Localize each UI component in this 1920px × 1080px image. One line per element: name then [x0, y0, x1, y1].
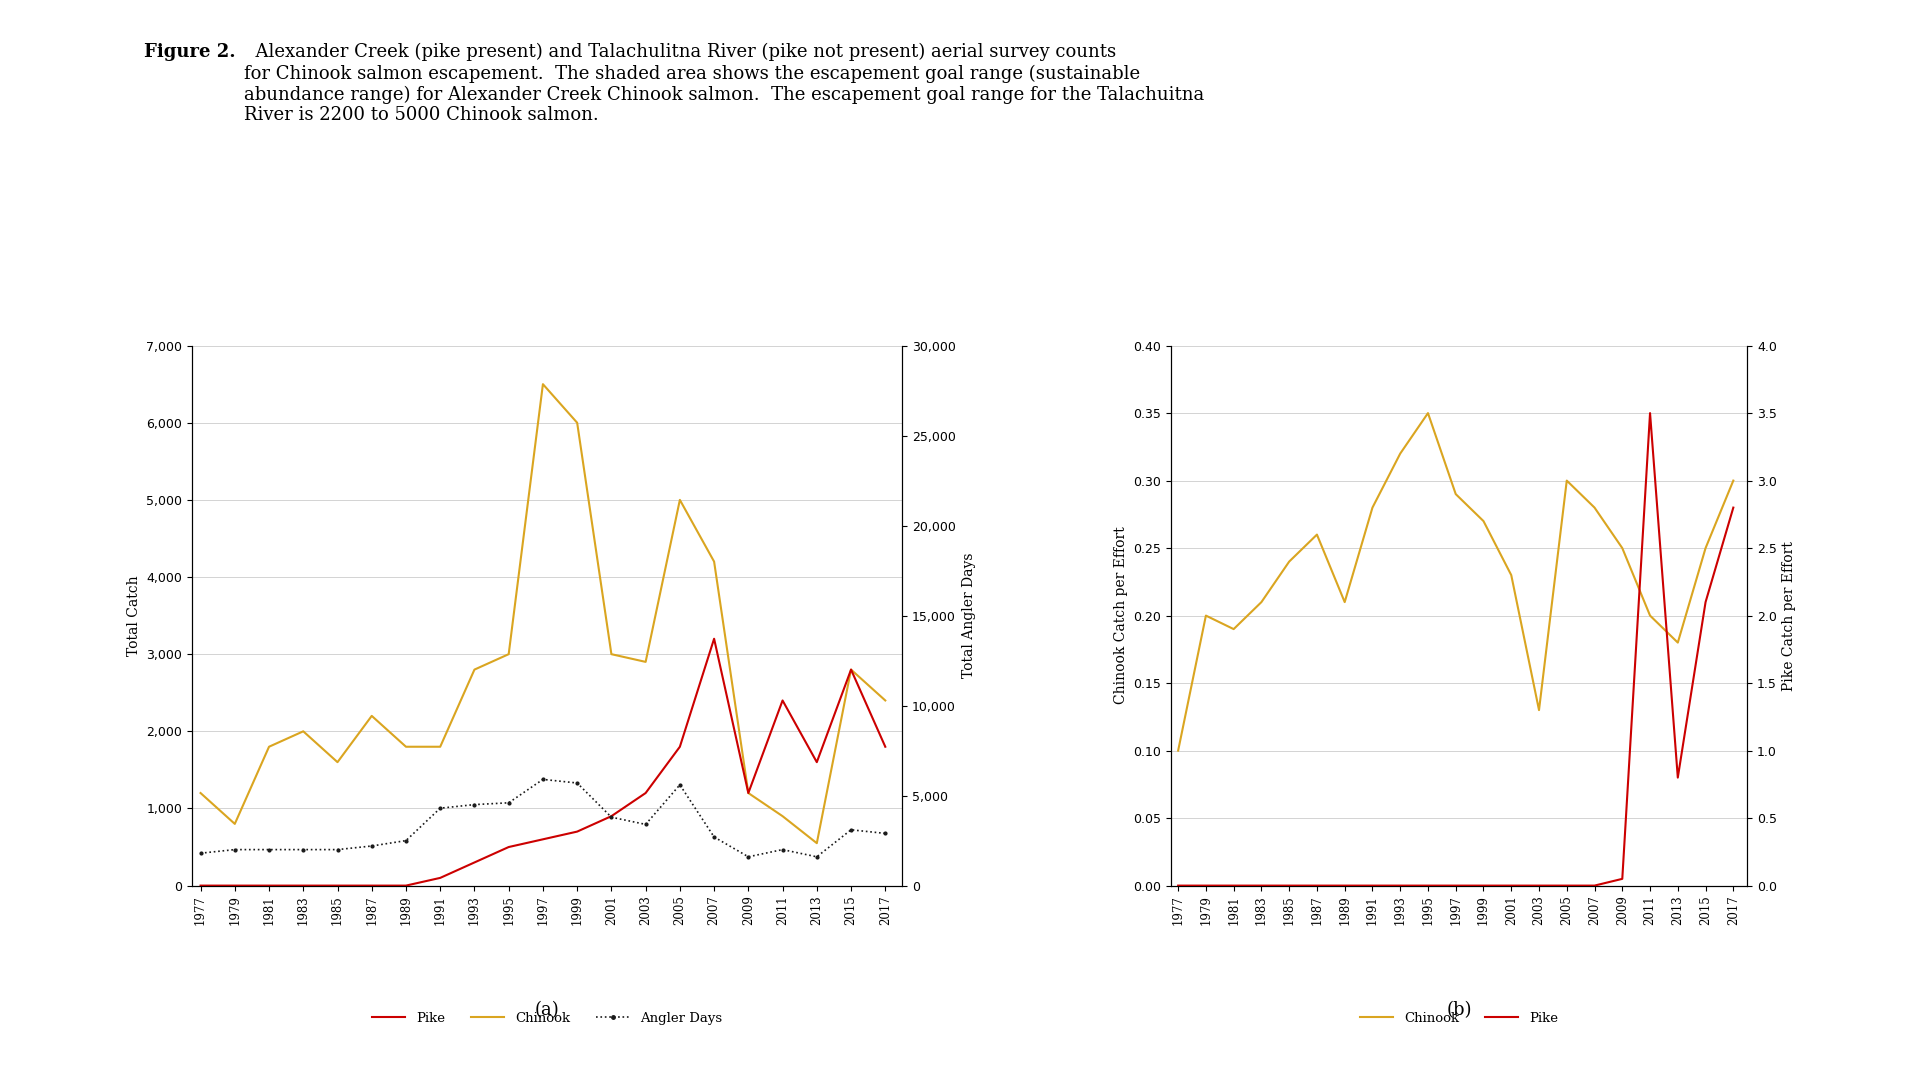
- Y-axis label: Chinook Catch per Effort: Chinook Catch per Effort: [1114, 527, 1127, 704]
- Text: (b): (b): [1446, 1001, 1473, 1020]
- Text: (a): (a): [536, 1001, 559, 1020]
- Legend: Chinook, Pike: Chinook, Pike: [1356, 1007, 1563, 1030]
- Text: Alexander Creek (pike present) and Talachulitna River (pike not present) aerial : Alexander Creek (pike present) and Talac…: [244, 43, 1204, 124]
- Legend: Pike, Chinook, Angler Days: Pike, Chinook, Angler Days: [367, 1007, 728, 1030]
- Text: Figure 2.: Figure 2.: [144, 43, 236, 62]
- Y-axis label: Total Catch: Total Catch: [127, 576, 140, 656]
- Y-axis label: Total Angler Days: Total Angler Days: [962, 553, 975, 678]
- Y-axis label: Pike Catch per Effort: Pike Catch per Effort: [1782, 541, 1797, 690]
